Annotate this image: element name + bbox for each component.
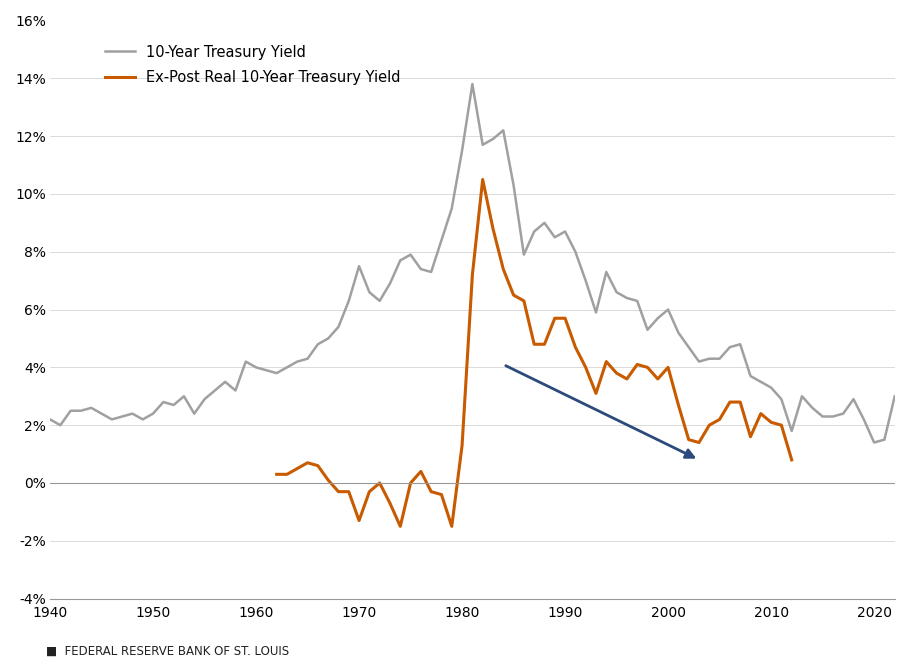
Ex-Post Real 10-Year Treasury Yield — [271, 471, 282, 479]
Ex-Post Real 10-Year Treasury Yield — [776, 421, 787, 429]
Ex-Post Real 10-Year Treasury Yield — [477, 176, 488, 184]
Legend: 10-Year Treasury Yield, Ex-Post Real 10-Year Treasury Yield: 10-Year Treasury Yield, Ex-Post Real 10-… — [99, 40, 407, 91]
Ex-Post Real 10-Year Treasury Yield — [395, 522, 406, 530]
10-Year Treasury Yield — [168, 401, 179, 409]
10-Year Treasury Yield — [662, 305, 673, 313]
Ex-Post Real 10-Year Treasury Yield — [446, 522, 457, 530]
Text: ■  FEDERAL RESERVE BANK OF ST. LOUIS: ■ FEDERAL RESERVE BANK OF ST. LOUIS — [46, 644, 288, 658]
Ex-Post Real 10-Year Treasury Yield — [436, 490, 447, 498]
Line: 10-Year Treasury Yield: 10-Year Treasury Yield — [50, 84, 895, 442]
10-Year Treasury Yield — [96, 410, 107, 418]
10-Year Treasury Yield — [869, 438, 880, 446]
Ex-Post Real 10-Year Treasury Yield — [385, 499, 396, 507]
10-Year Treasury Yield — [45, 415, 56, 423]
10-Year Treasury Yield — [714, 355, 725, 363]
10-Year Treasury Yield — [219, 378, 230, 386]
10-Year Treasury Yield — [560, 227, 571, 235]
Ex-Post Real 10-Year Treasury Yield — [662, 364, 673, 371]
Ex-Post Real 10-Year Treasury Yield — [786, 456, 797, 464]
Ex-Post Real 10-Year Treasury Yield — [632, 360, 642, 368]
10-Year Treasury Yield — [467, 80, 478, 88]
10-Year Treasury Yield — [889, 393, 900, 401]
Line: Ex-Post Real 10-Year Treasury Yield: Ex-Post Real 10-Year Treasury Yield — [277, 180, 792, 526]
